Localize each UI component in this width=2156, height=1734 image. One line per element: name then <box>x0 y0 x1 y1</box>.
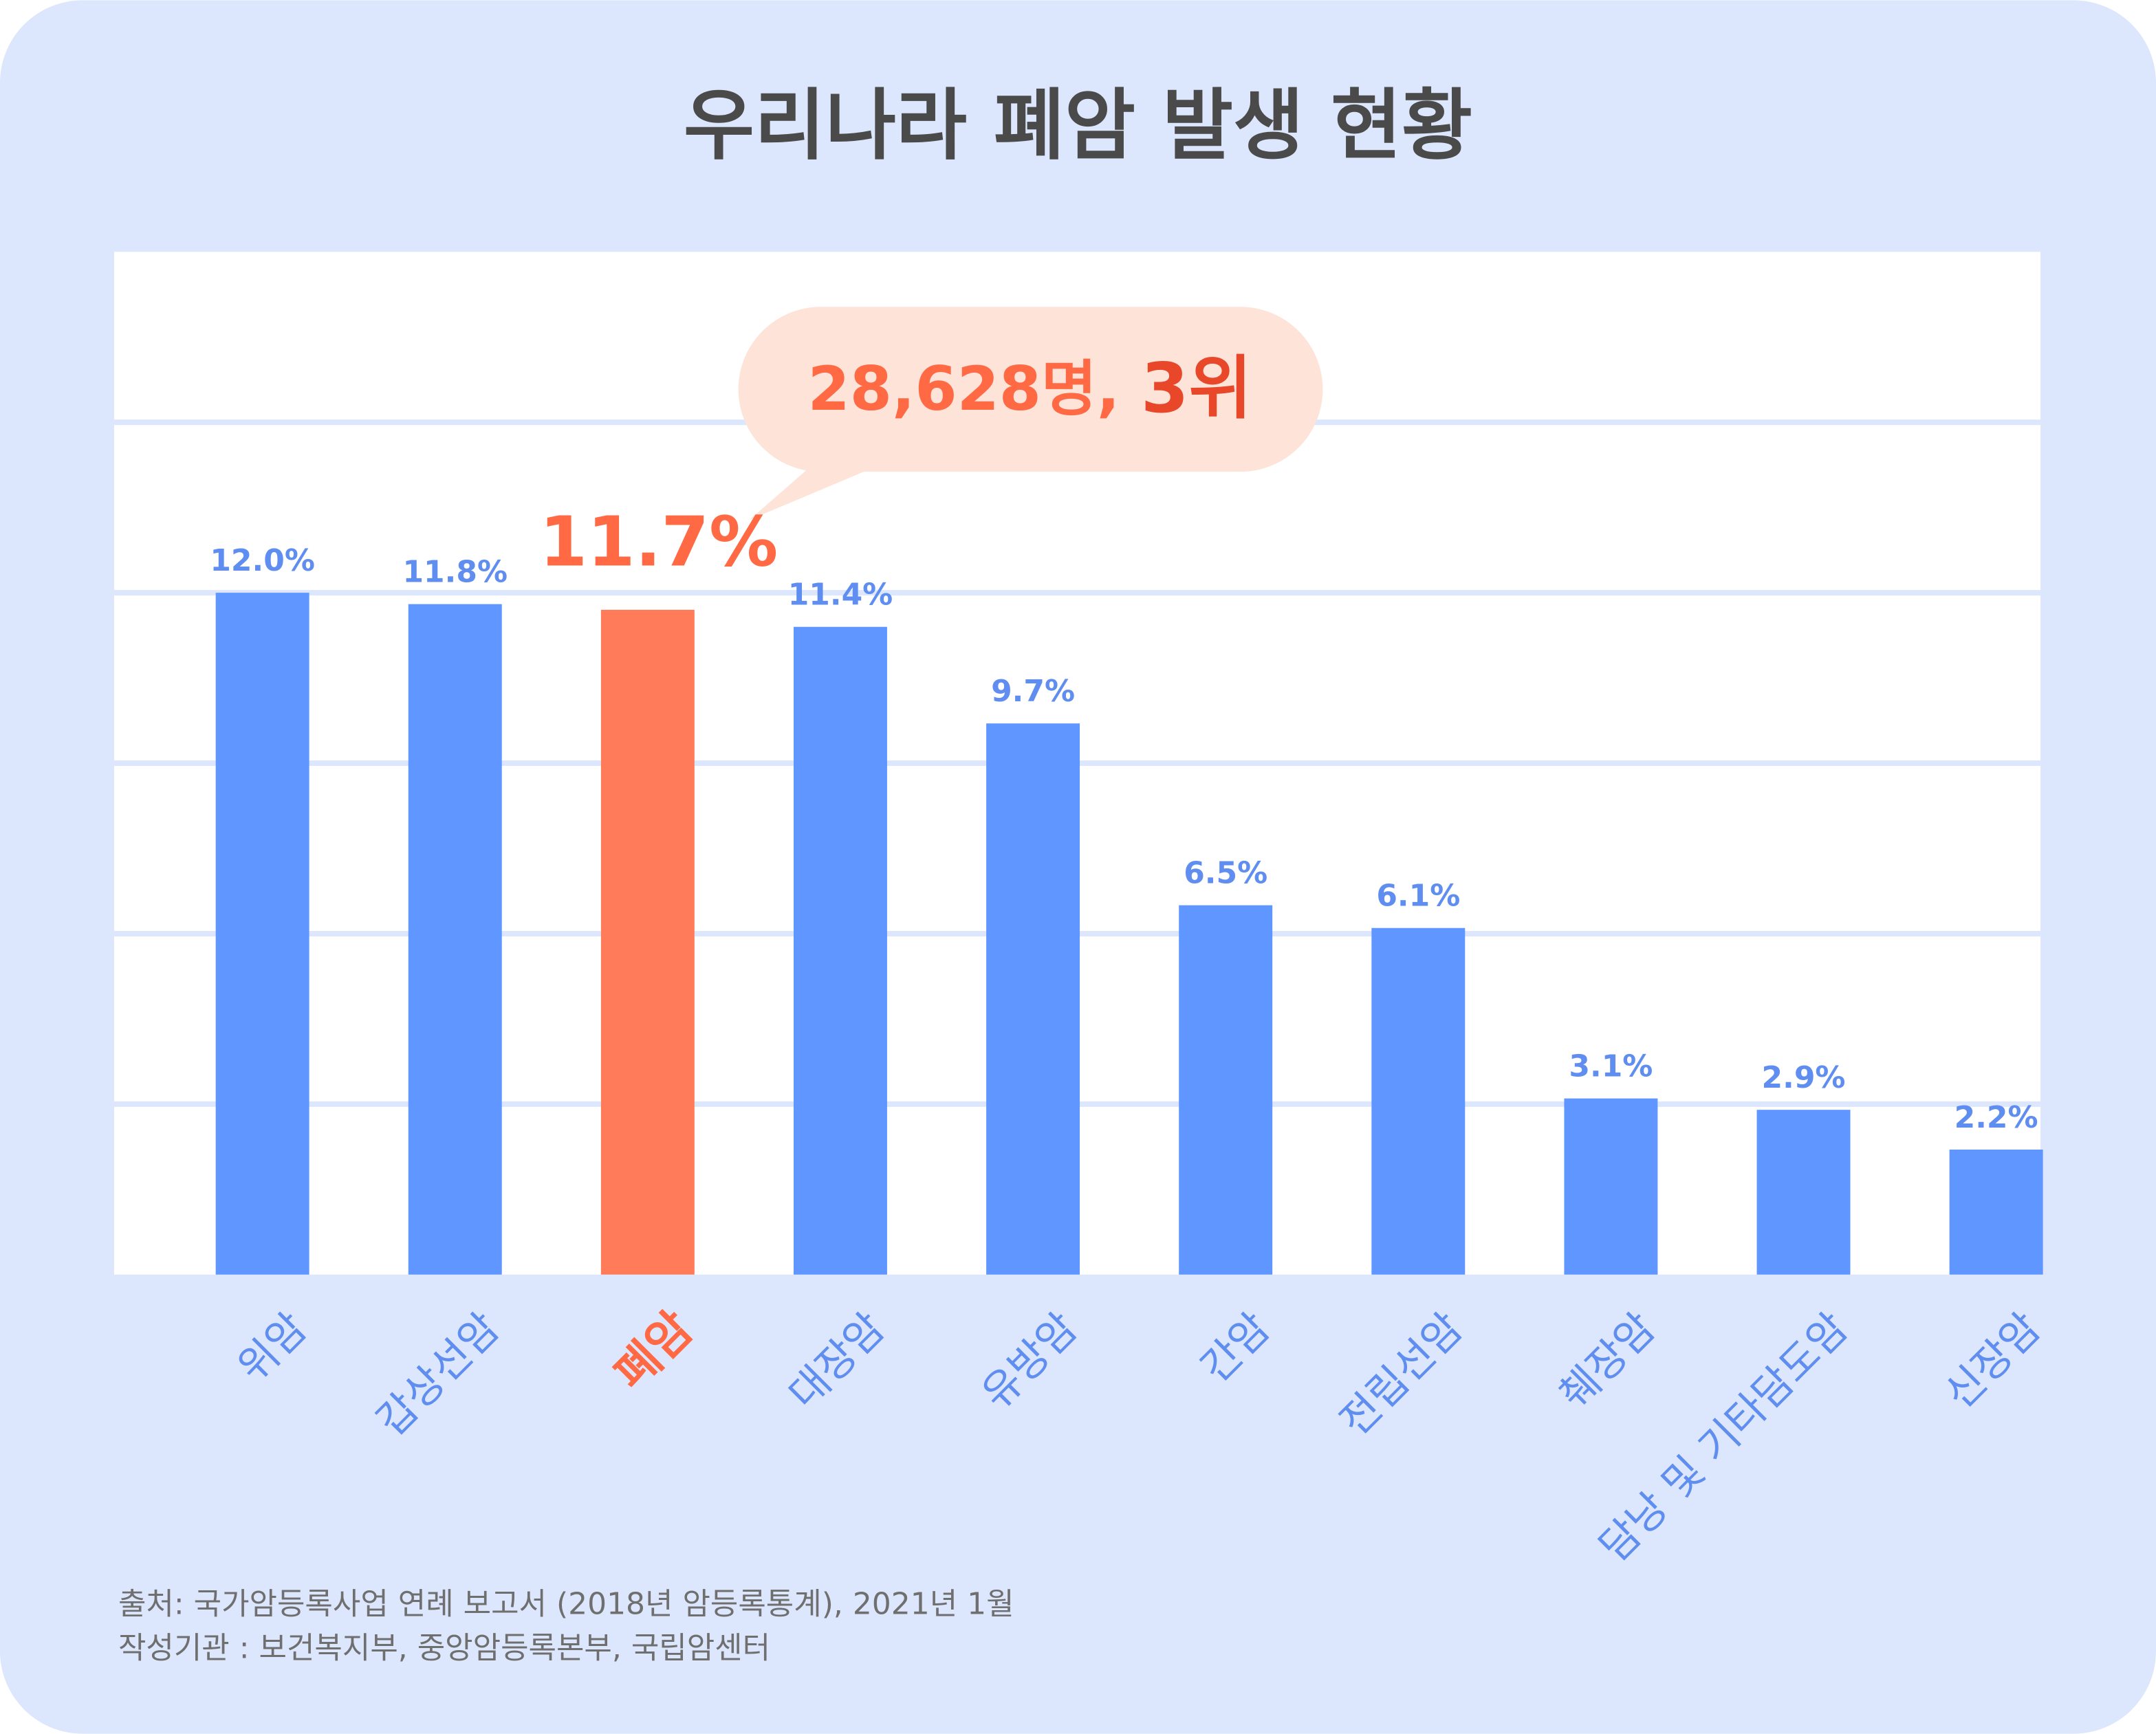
callout-count: 28,628명, <box>808 353 1120 424</box>
source-line: 출처: 국가암등록사업 연례 보고서 (2018년 암등록통계), 2021년 … <box>118 1587 1014 1622</box>
bar <box>1371 928 1466 1275</box>
bar <box>215 593 309 1275</box>
value-label: 11.4% <box>788 578 893 613</box>
bar <box>1949 1150 2043 1275</box>
value-label: 6.5% <box>1184 856 1267 891</box>
bar <box>986 723 1080 1275</box>
highlight-value-label: 11.7% <box>539 501 778 582</box>
value-label: 2.2% <box>1954 1100 2038 1135</box>
callout-rank: 3위 <box>1141 349 1252 429</box>
bar <box>600 609 695 1275</box>
callout-text: 28,628명, 3위 <box>808 349 1252 429</box>
bar <box>793 626 887 1275</box>
callout-pointer <box>749 454 880 520</box>
value-label: 3.1% <box>1569 1049 1653 1084</box>
bar <box>1179 905 1273 1275</box>
value-label: 11.8% <box>402 555 508 590</box>
bar <box>1564 1098 1658 1275</box>
chart-title: 우리나라 폐암 발생 현황 <box>684 81 1472 171</box>
value-label: 12.0% <box>210 543 315 578</box>
callout-bubble <box>738 307 1323 472</box>
value-label: 2.9% <box>1762 1060 1846 1095</box>
bar <box>1756 1110 1851 1275</box>
bar <box>408 604 502 1275</box>
value-label: 6.1% <box>1376 879 1460 914</box>
value-label: 9.7% <box>991 674 1075 709</box>
source-line: 작성기관 : 보건복지부, 중앙암등록본부, 국립암센터 <box>118 1631 770 1666</box>
